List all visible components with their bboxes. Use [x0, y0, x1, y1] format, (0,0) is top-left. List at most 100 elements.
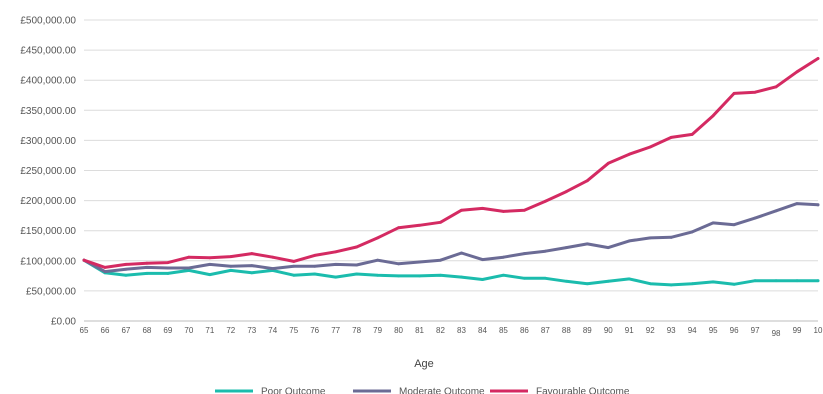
data-point — [627, 152, 631, 156]
data-point — [439, 258, 442, 262]
data-point — [355, 263, 359, 267]
data-point — [208, 273, 212, 277]
data-point — [543, 249, 547, 253]
data-point — [523, 208, 526, 212]
data-point — [397, 262, 400, 266]
data-point — [523, 252, 526, 255]
x-axis-title: Age — [414, 358, 434, 370]
data-point — [816, 279, 820, 283]
y-tick-label: £100,000.00 — [20, 256, 76, 267]
data-point — [460, 251, 463, 255]
data-point — [711, 280, 715, 284]
data-point — [585, 179, 589, 183]
series-line — [82, 202, 820, 274]
series-poor-outcome — [82, 258, 820, 287]
x-tick-label: 96 — [730, 326, 739, 335]
data-point — [711, 221, 715, 225]
data-point — [690, 282, 694, 286]
y-tick-label: £450,000.00 — [20, 46, 76, 57]
data-point — [397, 226, 400, 230]
data-point — [669, 135, 673, 139]
data-point — [585, 282, 589, 286]
data-point — [795, 70, 799, 74]
data-point — [585, 242, 589, 246]
x-tick-label: 68 — [142, 326, 151, 335]
data-point — [606, 161, 610, 165]
data-point — [376, 258, 379, 262]
x-tick-label: 98 — [772, 329, 781, 338]
data-point — [145, 261, 149, 265]
data-point — [753, 90, 757, 94]
data-point — [166, 261, 170, 265]
data-point — [418, 223, 421, 227]
x-tick-label: 93 — [667, 326, 676, 335]
data-point — [753, 216, 757, 220]
y-axis-tick-labels: £0.00 £50,000.00 £100,000.00 £150,000.00 £20… — [20, 16, 76, 328]
data-point — [166, 266, 170, 270]
x-axis-tick-labels: 65 66 67 68 69 70 71 72 73 74 75 76 77 78 79 80 81 82 83 84… — [80, 326, 823, 338]
y-tick-label: £0.00 — [51, 317, 76, 328]
data-point — [816, 203, 820, 207]
data-point — [313, 253, 317, 257]
data-point — [355, 272, 359, 276]
y-tick-label: £250,000.00 — [20, 166, 76, 177]
data-point — [418, 274, 421, 278]
data-point — [229, 264, 233, 268]
data-point — [502, 273, 505, 277]
data-point — [732, 223, 736, 227]
series-line — [82, 258, 820, 287]
x-tick-label: 97 — [751, 326, 760, 335]
data-point — [187, 269, 191, 272]
data-point — [732, 92, 736, 95]
data-point — [208, 256, 212, 260]
x-tick-label: 65 — [80, 326, 89, 335]
data-point — [334, 275, 338, 279]
y-tick-label: £50,000.00 — [26, 286, 76, 297]
data-point — [124, 267, 128, 271]
x-tick-label: 76 — [310, 326, 319, 335]
data-point — [250, 271, 254, 275]
x-tick-label: 78 — [352, 326, 361, 335]
x-tick-label: 66 — [101, 326, 110, 335]
x-tick-label: 70 — [184, 326, 193, 335]
data-point — [124, 263, 128, 266]
x-tick-label: 67 — [121, 326, 130, 335]
data-point — [439, 273, 442, 277]
data-point — [543, 276, 547, 280]
x-tick-label: 89 — [583, 326, 592, 335]
data-point — [732, 282, 736, 286]
x-tick-label: 86 — [520, 326, 529, 335]
data-point — [460, 208, 463, 212]
data-point — [124, 273, 128, 277]
data-point — [271, 255, 275, 259]
legend-label: Poor Outcome — [261, 387, 326, 394]
series-lines — [82, 57, 820, 287]
data-point — [187, 266, 191, 270]
x-tick-label: 79 — [373, 326, 382, 335]
x-tick-label: 91 — [625, 326, 634, 335]
data-point — [669, 283, 673, 287]
x-tick-label: 80 — [394, 326, 403, 335]
x-tick-label: 10 — [814, 326, 823, 335]
y-tick-label: £350,000.00 — [20, 106, 76, 117]
data-point — [795, 202, 799, 206]
y-tick-label: £500,000.00 — [20, 16, 76, 27]
data-point — [481, 207, 484, 210]
x-tick-label: 92 — [646, 326, 655, 335]
data-point — [418, 260, 421, 264]
data-point — [690, 230, 694, 234]
data-point — [334, 263, 338, 266]
data-point — [229, 255, 233, 258]
data-point — [292, 273, 296, 277]
x-tick-label: 94 — [688, 326, 697, 335]
data-point — [564, 246, 568, 249]
data-point — [606, 246, 610, 249]
gridlines — [84, 19, 818, 322]
data-point — [439, 220, 442, 224]
y-tick-label: £300,000.00 — [20, 136, 76, 147]
data-point — [564, 190, 568, 193]
data-point — [460, 275, 463, 279]
data-point — [816, 57, 820, 60]
x-tick-label: 87 — [541, 326, 550, 335]
